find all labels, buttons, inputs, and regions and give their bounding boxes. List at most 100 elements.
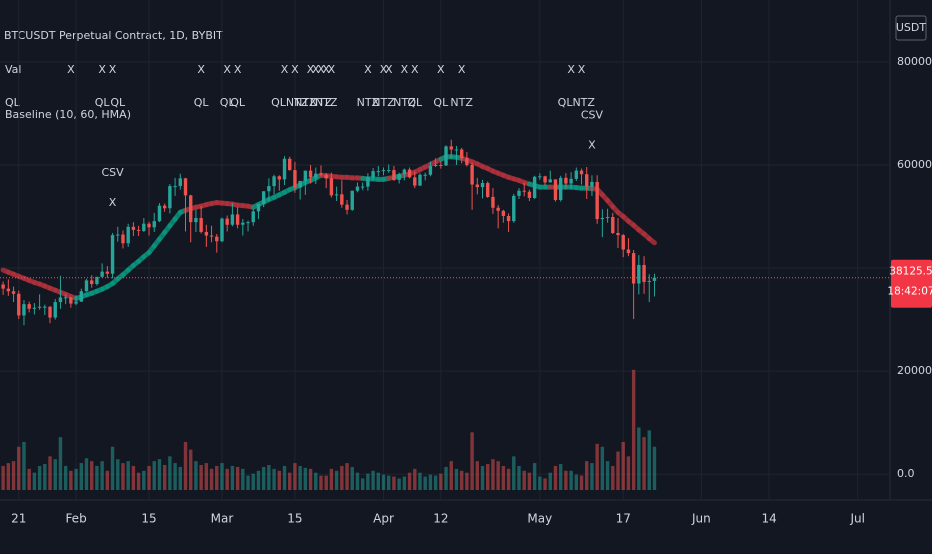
- signal-label: QL: [220, 96, 236, 109]
- candle-body: [480, 182, 485, 188]
- volume-bar: [355, 472, 360, 490]
- candle-body: [215, 236, 219, 242]
- csv-label: CSV: [581, 108, 604, 121]
- volume-bar: [27, 468, 31, 490]
- candle-body: [449, 146, 453, 150]
- volume-bar: [261, 466, 266, 490]
- chart-title: BTCUSDT Perpetual Contract, 1D, BYBIT: [4, 29, 223, 42]
- volume-bar: [194, 461, 198, 490]
- volume-bar: [147, 465, 151, 490]
- y-tick-label: 20000.0: [897, 364, 932, 377]
- signal-label: X: [109, 63, 117, 76]
- candle-body: [418, 174, 422, 186]
- volume-bar: [11, 461, 16, 490]
- volume-bar: [621, 441, 625, 490]
- signal-label: X: [364, 63, 372, 76]
- signal-label: X: [385, 63, 393, 76]
- signal-label: QL: [433, 96, 449, 109]
- candle-body: [69, 297, 73, 304]
- signal-label: X: [281, 63, 289, 76]
- volume-bar: [480, 465, 485, 490]
- volume-bar: [152, 461, 156, 490]
- x-tick-label: 15: [141, 512, 156, 526]
- signal-label: QLNTZ: [271, 96, 309, 109]
- volume-bar: [225, 468, 229, 490]
- signal-label: NTZ: [450, 96, 473, 109]
- candle-body: [204, 231, 209, 236]
- volume-bar: [189, 449, 193, 490]
- candle-body: [605, 217, 610, 219]
- volume-bar: [491, 459, 495, 490]
- candle-body: [6, 288, 11, 292]
- volume-bar: [642, 437, 646, 490]
- candle-body: [95, 276, 99, 285]
- candle-body: [392, 170, 396, 180]
- volume-bar: [293, 463, 297, 490]
- volume-bar: [652, 446, 657, 490]
- x-tick-label: 14: [761, 512, 776, 526]
- volume-bar: [95, 465, 99, 490]
- signal-label: X: [567, 63, 575, 76]
- candle-body: [558, 177, 563, 200]
- candle-body: [329, 178, 334, 196]
- signal-label: X: [437, 63, 445, 76]
- signal-label: NTZ: [372, 96, 395, 109]
- volume-bar: [569, 470, 573, 490]
- volume-bar: [32, 472, 37, 490]
- volume-bar: [647, 430, 651, 490]
- csv-mark: X: [109, 196, 117, 209]
- volume-bar: [637, 427, 641, 490]
- candle-body: [220, 218, 224, 242]
- candle-body: [27, 304, 31, 309]
- candle-body: [381, 170, 386, 172]
- volume-bar: [475, 461, 480, 490]
- volume-bar: [131, 465, 136, 490]
- candle-body: [48, 306, 52, 318]
- volume-bar: [199, 465, 203, 490]
- signal-label: X: [328, 63, 336, 76]
- candle-body: [293, 170, 297, 188]
- volume-bar: [63, 465, 68, 490]
- candle-body: [267, 186, 271, 192]
- volume-bar: [6, 463, 11, 490]
- volume-bar: [402, 476, 407, 490]
- volume-bar: [272, 468, 276, 490]
- candle-body: [527, 191, 532, 198]
- volume-bar: [162, 465, 167, 490]
- volume-bar: [116, 459, 120, 490]
- candle-body: [277, 176, 281, 180]
- x-tick-label: 17: [616, 512, 631, 526]
- candle-body: [189, 195, 193, 223]
- candle-body: [387, 170, 391, 172]
- volume-bar: [538, 476, 542, 490]
- volume-bar: [501, 465, 506, 490]
- signal-label: X: [291, 63, 299, 76]
- volume-bar: [246, 475, 250, 490]
- volume-bar: [48, 456, 52, 490]
- candle-body: [621, 235, 625, 250]
- candle-body: [126, 226, 130, 244]
- signal-label: X: [98, 63, 106, 76]
- candle-body: [230, 214, 235, 225]
- volume-bar: [324, 475, 328, 490]
- candle-body: [428, 165, 433, 175]
- currency-box[interactable]: [895, 15, 927, 41]
- candle-body: [261, 191, 266, 205]
- candle-body: [501, 210, 506, 216]
- signal-label: QL: [110, 96, 126, 109]
- candle-body: [22, 304, 26, 316]
- volume-bar: [512, 456, 516, 490]
- candle-body: [142, 223, 146, 231]
- candle-body: [360, 186, 365, 188]
- signal-label: X: [312, 63, 320, 76]
- volume-bar: [449, 461, 453, 490]
- volume-bar: [178, 466, 182, 490]
- candle-body: [340, 194, 344, 205]
- volume-bar: [267, 465, 271, 490]
- volume-bar: [428, 474, 433, 490]
- last-price-label: 38125.5: [889, 266, 932, 278]
- volume-bar: [329, 468, 334, 490]
